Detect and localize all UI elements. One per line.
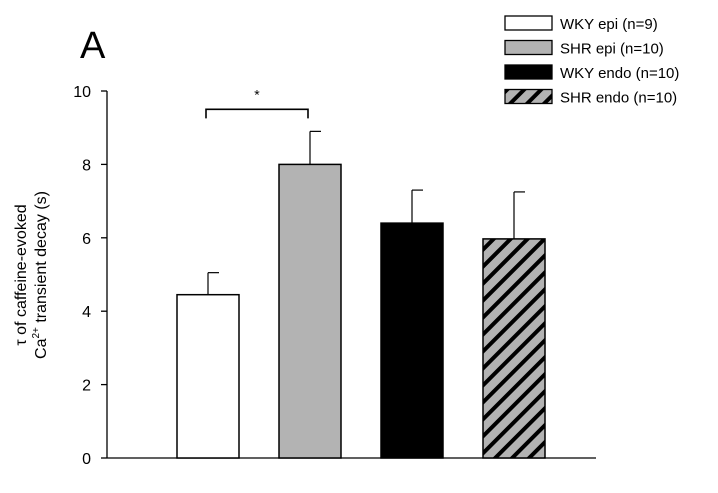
y-tick-label-10: 10 [73,84,91,101]
bars [176,163,546,459]
legend-swatch-3 [504,64,553,80]
bar-3 [380,222,444,459]
significance-bracket: * [205,86,309,119]
y-tick-label-2: 2 [82,378,91,395]
legend-swatch-4 [504,88,553,105]
significance-marker: * [254,86,260,102]
y-tick-label-0: 0 [82,451,91,468]
y-tick-label-4: 4 [82,304,91,321]
legend-label-4: SHR endo (n=10) [560,90,677,107]
y-tick-label-8: 8 [82,157,91,174]
bar-2 [278,163,342,459]
y-axis-label-superscript: 2+ [31,327,42,339]
y-axis-label: τ of caffeine-evoked Ca2+ transient deca… [13,191,50,359]
y-axis-label-rest: transient decay (s) [33,191,50,327]
legend-label-2: SHR epi (n=10) [560,41,664,58]
legend: WKY epi (n=9) SHR epi (n=10) WKY endo (n=1… [504,15,679,107]
bar-1 [176,293,240,459]
significance-bracket-line [205,108,309,119]
legend-swatch-1 [504,15,553,31]
legend-label-3: WKY endo (n=10) [560,65,679,82]
legend-label-1: WKY epi (n=9) [560,16,658,33]
bar-4 [482,238,546,459]
y-axis-label-line2: Ca2+ transient decay (s) [31,191,50,359]
panel-label: A [80,25,106,67]
y-axis-label-line1: τ of caffeine-evoked [13,204,30,345]
y-tick-label-6: 6 [82,231,91,248]
y-axis-label-ca: Ca [33,338,50,359]
legend-swatch-2 [504,39,553,56]
error-bars [207,130,525,295]
